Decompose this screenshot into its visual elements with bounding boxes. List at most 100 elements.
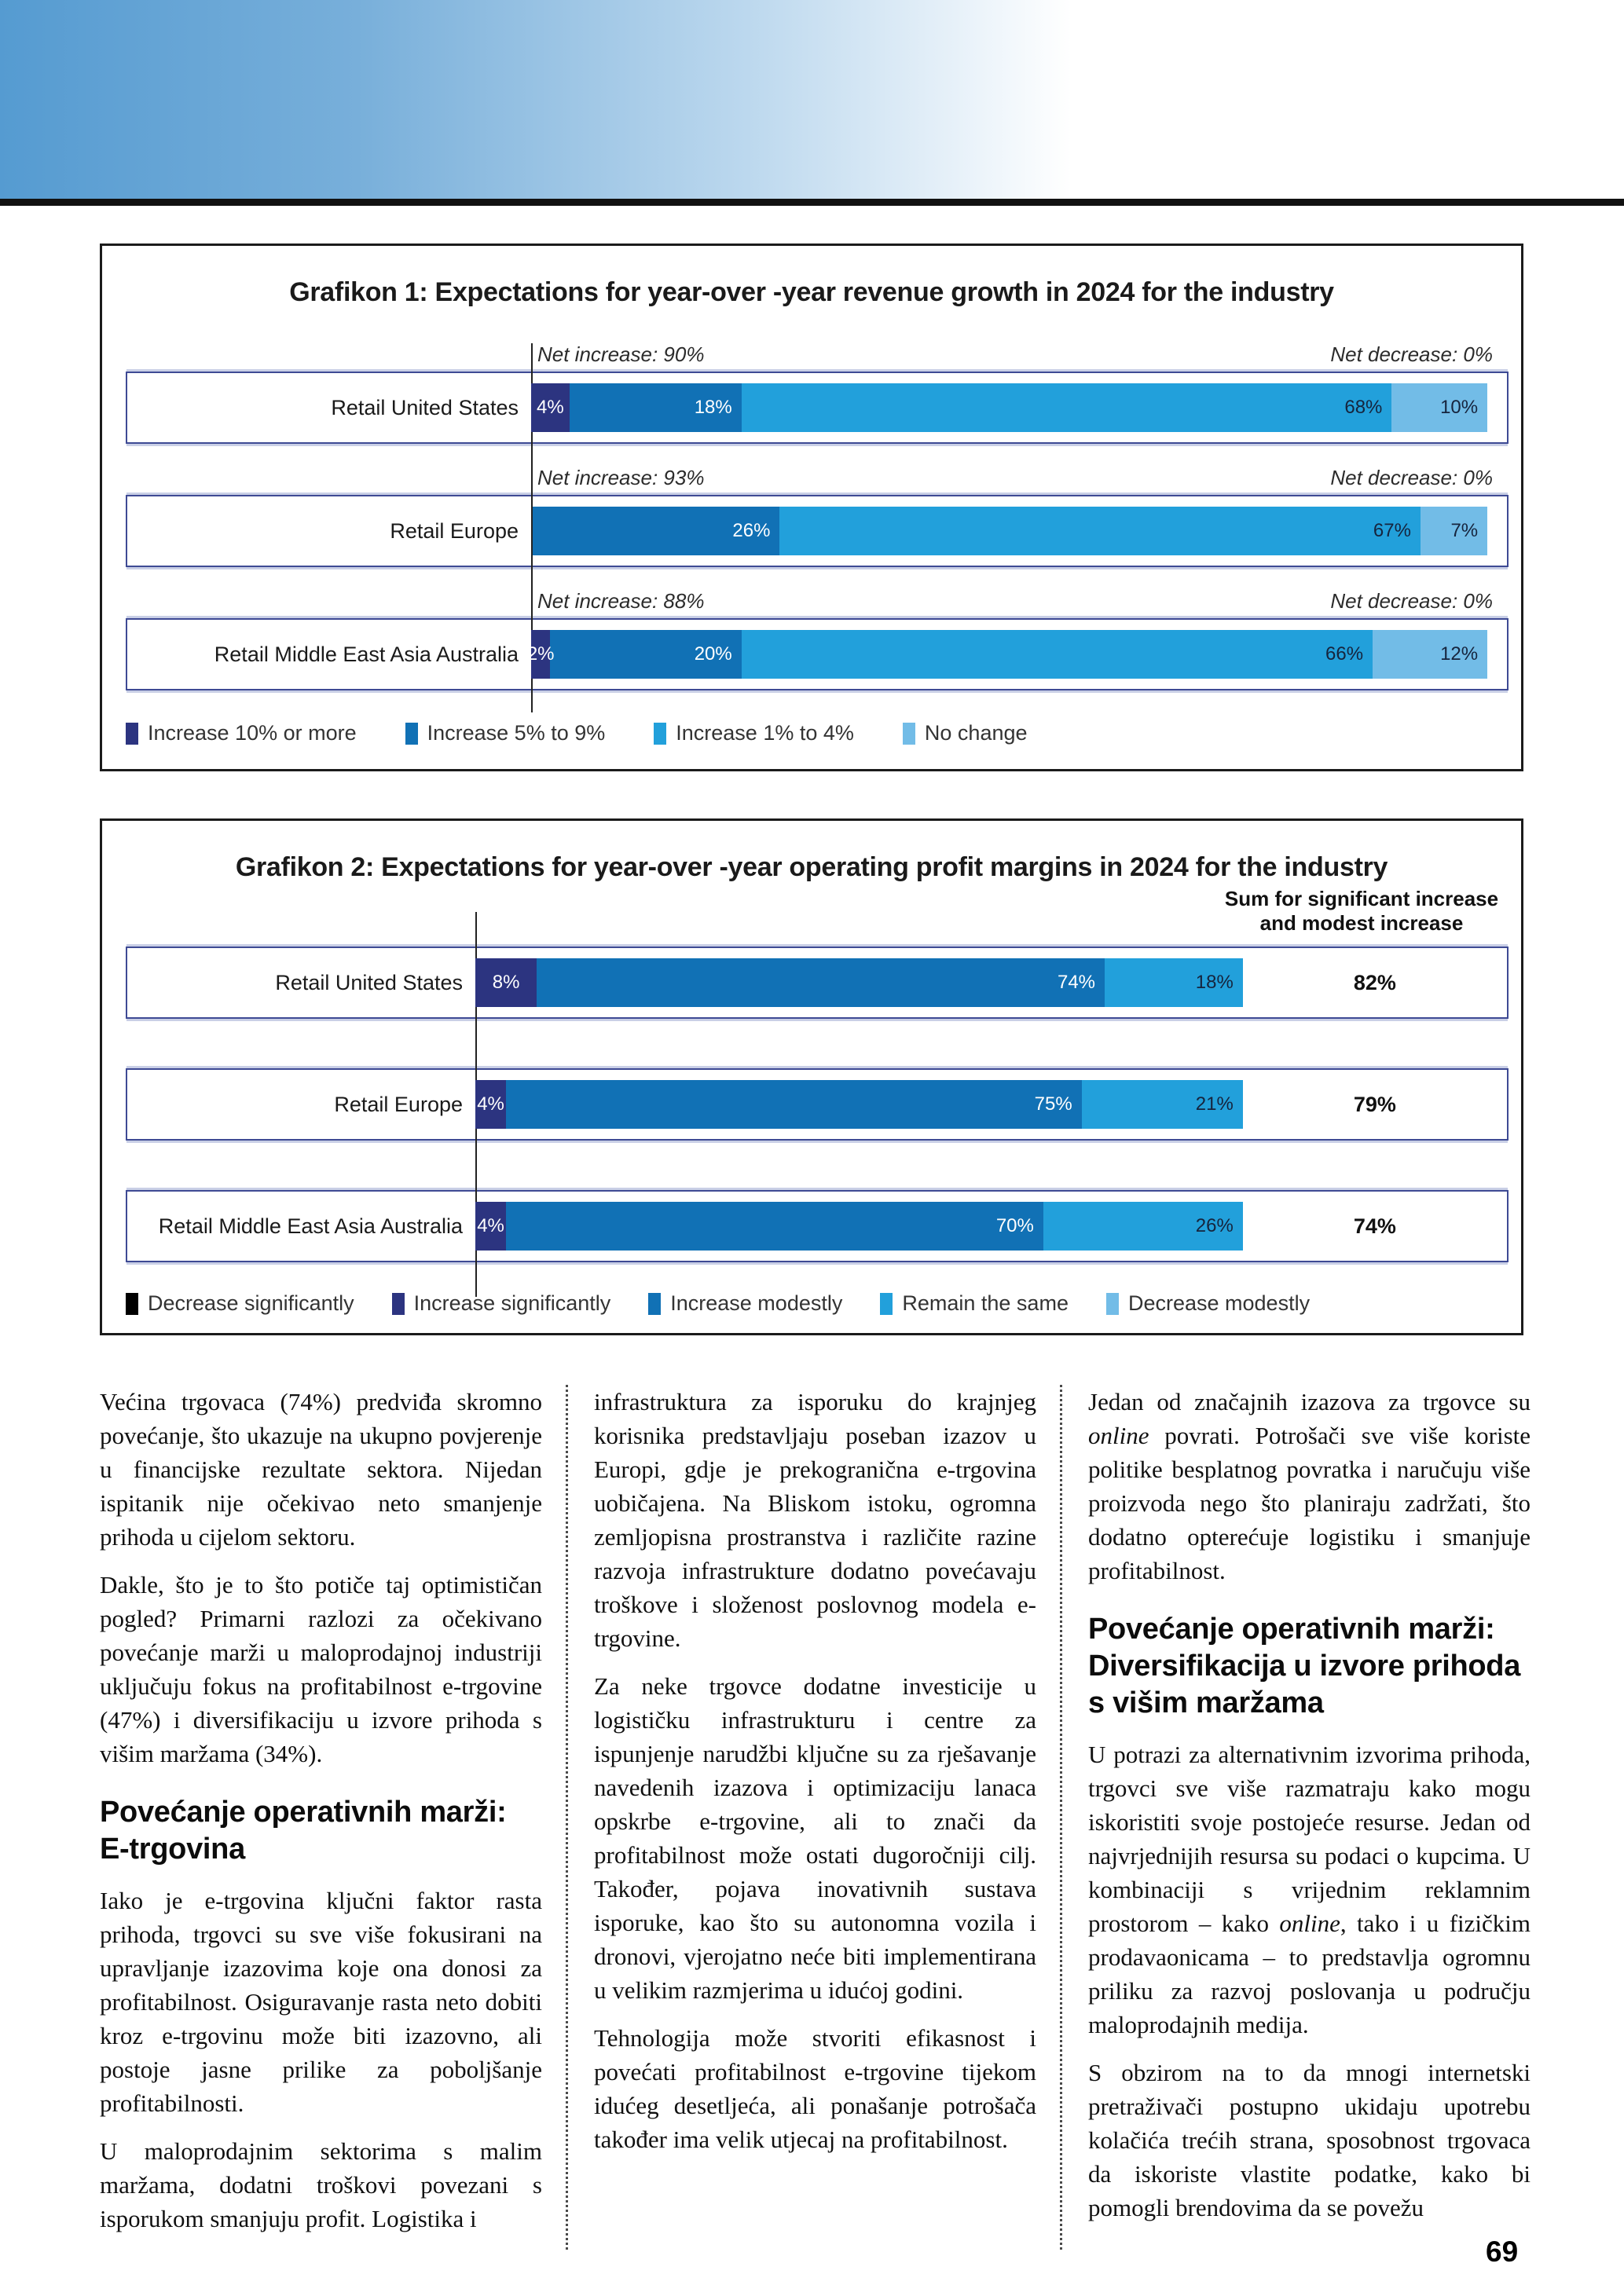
bar-segment: 7%	[1420, 507, 1488, 555]
page-number: 69	[1486, 2236, 1519, 2268]
chart-rows: Net increase: 90% Net decrease: 0% Retail …	[126, 340, 1509, 710]
bar-segment: 8%	[475, 958, 537, 1007]
net-decrease-label: Net decrease: 0%	[1330, 589, 1493, 613]
stacked-bar: 4% 70% 26%	[475, 1202, 1243, 1251]
row-band: Retail Middle East Asia Australia 4% 70% 26…	[126, 1190, 1509, 1262]
legend-item: Increase 5% to 9%	[405, 721, 606, 745]
legend-label: Remain the same	[902, 1291, 1069, 1315]
text-column: Većina trgovaca (74%) predviđa skromno p…	[100, 1385, 566, 2250]
bar-segment: 74%	[537, 958, 1105, 1007]
net-decrease-label: Net decrease: 0%	[1330, 466, 1493, 489]
bar-segment: 26%	[1043, 1202, 1243, 1251]
sum-value: 82%	[1353, 970, 1396, 994]
body-paragraph: Dakle, što je to što potiče taj optimist…	[100, 1571, 542, 1767]
row-band: Retail Middle East Asia Australia 2% 20% 66…	[126, 618, 1509, 690]
bar-area: 4% 75% 21% 79%	[475, 1070, 1507, 1139]
bar-segment: 4%	[531, 383, 570, 432]
bar-segment: 66%	[741, 630, 1373, 679]
net-labels: Net increase: 88% Net decrease: 0%	[126, 587, 1509, 618]
chart-row: Net increase: 93% Net decrease: 0% Retail …	[126, 463, 1509, 587]
body-paragraph: Većina trgovaca (74%) predviđa skromno p…	[100, 1388, 542, 1551]
legend-swatch	[391, 1292, 405, 1315]
chart-row: Retail Europe 4% 75% 21% 79%	[126, 1068, 1509, 1190]
bar-segment: 2%	[527, 630, 555, 679]
body-paragraph: S obzirom na to da mnogi internetski pre…	[1088, 2059, 1531, 2221]
section-heading: Povećanje operativnih marži: E-trgovina	[100, 1796, 507, 1866]
axis-line	[531, 343, 533, 712]
bar-segment: 68%	[741, 383, 1392, 432]
category-label: Retail Europe	[334, 1092, 463, 1116]
bar-segment: 12%	[1373, 630, 1488, 679]
body-paragraph: infrastruktura za isporuku do krajnjeg k…	[594, 1388, 1036, 1652]
bar-area: 8% 74% 18% 82%	[475, 948, 1507, 1017]
bar-segment: 26%	[531, 507, 780, 555]
bar-segment: 70%	[506, 1202, 1043, 1251]
legend-item: Decrease modestly	[1105, 1291, 1311, 1316]
legend-swatch	[126, 1292, 138, 1315]
body-paragraph: Za neke trgovce dodatne investicije u lo…	[594, 1672, 1036, 2004]
row-band: Retail United States 4% 18% 68% 10%	[126, 372, 1509, 444]
net-increase-label: Net increase: 88%	[537, 589, 705, 613]
net-increase-label: Net increase: 90%	[537, 342, 705, 366]
category-label: Retail Europe	[390, 518, 519, 543]
bar-area: 26% 67% 7%	[531, 496, 1507, 566]
body-paragraph: Jedan od značajnih izazova za trgovce su…	[1088, 1388, 1531, 1584]
legend-item: Decrease significantly	[126, 1291, 354, 1316]
bar-segment: 21%	[1081, 1080, 1243, 1129]
chart-title: Grafikon 1: Expectations for year-over -…	[289, 277, 1334, 307]
chart-legend: Increase 10% or more Increase 5% to 9% Inc…	[126, 721, 1028, 745]
legend-label: Increase significantly	[413, 1291, 611, 1315]
bar-segment: 75%	[506, 1080, 1082, 1129]
stacked-bar: 26% 67% 7%	[531, 507, 1488, 555]
stacked-bar: 4% 75% 21%	[475, 1080, 1243, 1129]
chart-operating-profit-margins: Grafikon 2: Expectations for year-over -…	[100, 818, 1523, 1335]
bar-area: 2% 20% 66% 12%	[527, 620, 1507, 689]
body-paragraph: Tehnologija može stvoriti efikasnost i p…	[594, 2024, 1036, 2153]
legend-label: Increase 5% to 9%	[427, 721, 606, 745]
legend-swatch	[405, 722, 418, 745]
body-paragraph: U maloprodajnim sektorima s malim maržam…	[100, 2137, 542, 2232]
legend-item: No change	[902, 721, 1028, 745]
legend-swatch	[654, 722, 667, 745]
legend-label: Increase 1% to 4%	[676, 721, 854, 745]
chart-row: Net increase: 88% Net decrease: 0% Retail …	[126, 587, 1509, 710]
sum-value: 79%	[1353, 1092, 1396, 1116]
legend-swatch	[648, 1292, 662, 1315]
article-text-columns: Većina trgovaca (74%) predviđa skromno p…	[100, 1385, 1531, 2250]
legend-label: Increase 10% or more	[148, 721, 357, 745]
text-column: Jedan od značajnih izazova za trgovce su…	[1060, 1385, 1531, 2250]
body-paragraph: Iako je e-trgovina ključni faktor rasta …	[100, 1887, 542, 2117]
bar-segment: 67%	[779, 507, 1421, 555]
stacked-bar: 2% 20% 66% 12%	[527, 630, 1488, 679]
legend-swatch	[126, 722, 138, 745]
row-band: Retail Europe 26% 67% 7%	[126, 495, 1509, 567]
chart-legend: Decrease significantly Increase significa…	[126, 1291, 1310, 1316]
legend-item: Increase significantly	[391, 1291, 611, 1316]
legend-swatch	[880, 1292, 893, 1315]
legend-item: Increase 1% to 4%	[654, 721, 854, 745]
stacked-bar: 8% 74% 18%	[475, 958, 1243, 1007]
category-label: Retail Middle East Asia Australia	[158, 1214, 463, 1238]
bar-segment: 4%	[475, 1202, 507, 1251]
sum-value: 74%	[1353, 1214, 1396, 1238]
bar-segment: 18%	[569, 383, 742, 432]
net-labels: Net increase: 93% Net decrease: 0%	[126, 463, 1509, 495]
legend-item: Increase modestly	[648, 1291, 842, 1316]
bar-segment: 20%	[550, 630, 742, 679]
chart-title: Grafikon 2: Expectations for year-over -…	[235, 852, 1388, 882]
bar-segment: 4%	[475, 1080, 507, 1129]
chart-row: Retail Middle East Asia Australia 4% 70% 26…	[126, 1190, 1509, 1312]
bar-segment: 18%	[1105, 958, 1243, 1007]
legend-label: No change	[924, 721, 1028, 745]
bar-area: 4% 18% 68% 10%	[531, 373, 1507, 442]
sum-column-header: Sum for significant increase and modest …	[1224, 887, 1499, 935]
legend-swatch	[1105, 1292, 1119, 1315]
legend-swatch	[902, 722, 915, 745]
chart-rows: Retail United States 8% 74% 18% 82% Retail Eu…	[126, 947, 1509, 1312]
legend-label: Decrease significantly	[148, 1291, 354, 1315]
legend-label: Decrease modestly	[1127, 1291, 1311, 1315]
bar-area: 4% 70% 26% 74%	[475, 1192, 1507, 1261]
bar-segment: 10%	[1391, 383, 1488, 432]
chart-revenue-growth: Grafikon 1: Expectations for year-over -…	[100, 244, 1523, 771]
